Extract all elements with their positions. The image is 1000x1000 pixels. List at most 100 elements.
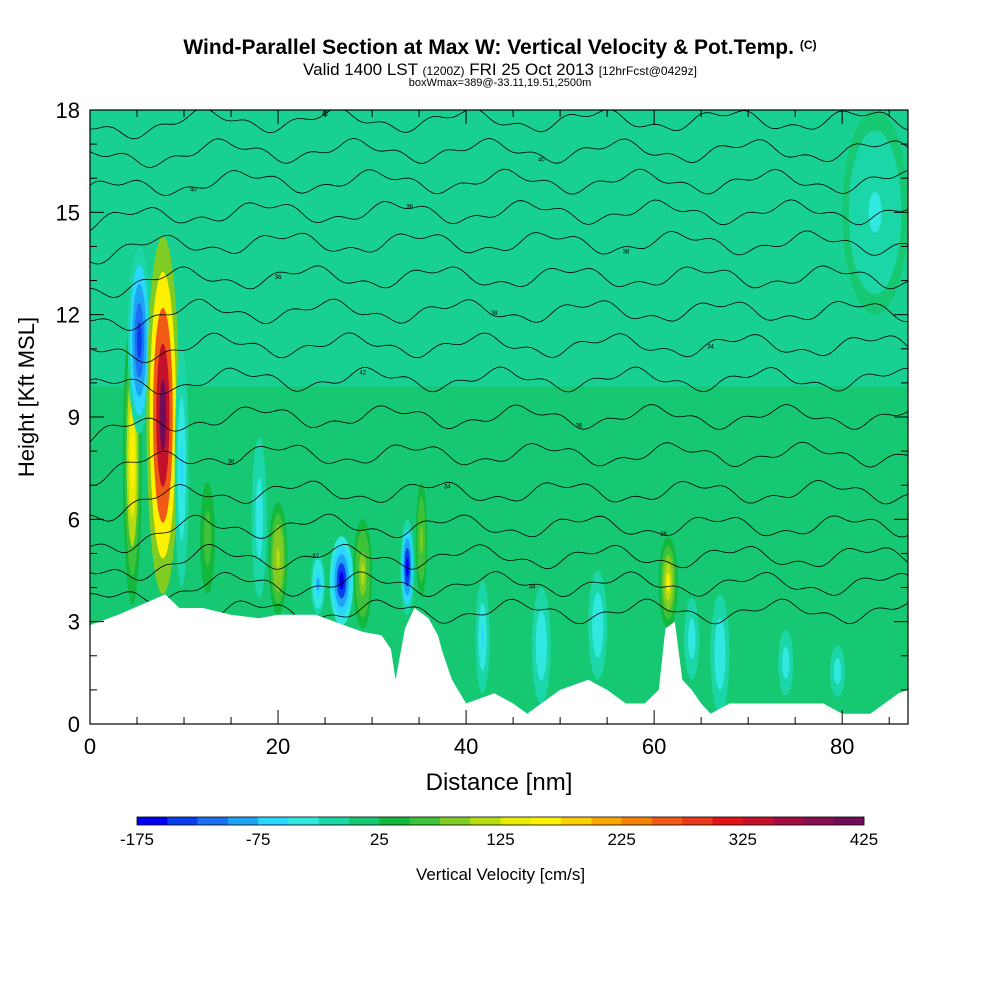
theta-contour bbox=[90, 168, 908, 197]
theta-contour bbox=[90, 265, 908, 299]
colorbar-swatch bbox=[651, 817, 683, 825]
velocity-cell bbox=[276, 547, 280, 570]
velocity-cell bbox=[205, 524, 210, 553]
y-tick-label: 0 bbox=[68, 712, 80, 737]
colorbar-swatch bbox=[197, 817, 229, 825]
colorbar-swatch bbox=[349, 817, 380, 825]
colorbar-tick-label: 125 bbox=[486, 830, 514, 849]
colorbar-swatch bbox=[530, 817, 562, 825]
velocity-cell bbox=[360, 562, 365, 585]
y-tick-label: 9 bbox=[68, 405, 80, 430]
theta-contour bbox=[90, 332, 908, 364]
velocity-cell bbox=[420, 525, 423, 555]
colorbar-swatch bbox=[258, 817, 289, 825]
velocity-cell bbox=[481, 625, 484, 649]
terrain bbox=[90, 594, 908, 724]
velocity-cell bbox=[180, 444, 184, 493]
velocity-cell bbox=[783, 654, 788, 671]
y-axis-label: Height [Kft MSL] bbox=[14, 317, 39, 477]
theta-contour-label: 36 bbox=[406, 204, 413, 210]
velocity-cell bbox=[316, 578, 320, 591]
colorbar-swatch bbox=[137, 817, 168, 825]
plot-area: 36343236343836423438363836404042 bbox=[90, 110, 908, 724]
chart-title-text: Wind-Parallel Section at Max W: Vertical… bbox=[183, 36, 794, 59]
theta-contour bbox=[90, 598, 908, 633]
velocity-cell bbox=[159, 379, 167, 452]
velocity-cell bbox=[257, 497, 262, 538]
colorbar-tick-label: 225 bbox=[607, 830, 635, 849]
x-tick-label: 40 bbox=[454, 734, 478, 759]
colorbar-swatch bbox=[712, 817, 744, 825]
velocity-cell bbox=[405, 557, 409, 577]
colorbar-swatch bbox=[167, 817, 198, 825]
y-tick-label: 15 bbox=[56, 200, 80, 225]
velocity-cell bbox=[339, 571, 344, 590]
theta-contour-label: 32 bbox=[312, 554, 319, 560]
velocity-cell bbox=[718, 642, 722, 667]
chart-subtitle-box: boxWmax=389@-33.11,19.51,2500m bbox=[408, 77, 592, 89]
theta-contour bbox=[90, 543, 908, 581]
y-tick-label: 6 bbox=[68, 507, 80, 532]
theta-contour bbox=[90, 571, 908, 605]
velocity-cell bbox=[130, 430, 135, 489]
colorbar-swatch bbox=[379, 817, 410, 825]
theta-contour bbox=[90, 298, 908, 331]
x-tick-label: 0 bbox=[84, 734, 96, 759]
colorbar-tick-label: -75 bbox=[246, 830, 271, 849]
colorbar-tick-label: 25 bbox=[370, 830, 389, 849]
colorbar-swatch bbox=[773, 817, 804, 825]
colorbar-swatch bbox=[803, 817, 835, 825]
velocity-cell bbox=[539, 633, 544, 658]
colorbar-swatch bbox=[742, 817, 774, 825]
velocity-cell bbox=[595, 614, 600, 636]
velocity-field-upper bbox=[90, 110, 908, 387]
theta-contour-label: 36 bbox=[275, 275, 282, 281]
theta-contour bbox=[90, 366, 908, 395]
y-tick-label: 3 bbox=[68, 610, 80, 635]
colorbar-frame bbox=[136, 816, 865, 826]
subtitle-forecast: [12hrFcst@0429z] bbox=[598, 64, 697, 78]
x-tick-label: 60 bbox=[642, 734, 666, 759]
theta-contour-label: 40 bbox=[190, 187, 197, 193]
theta-contour bbox=[90, 137, 908, 168]
theta-contour-label: 36 bbox=[660, 532, 667, 538]
colorbar-swatch bbox=[561, 817, 592, 825]
colorbar-swatch bbox=[227, 817, 259, 825]
theta-contour bbox=[90, 199, 908, 232]
theta-contour bbox=[90, 513, 908, 554]
colorbar-swatch bbox=[409, 817, 441, 825]
chart-title: Wind-Parallel Section at Max W: Vertical… bbox=[0, 36, 1000, 60]
colorbar-swatch bbox=[470, 817, 501, 825]
theta-contour-label: 34 bbox=[529, 584, 536, 590]
chart-subtitle: Valid 1400 LST (1200Z) FRI 25 Oct 2013 [… bbox=[0, 60, 1000, 80]
colorbar-swatch bbox=[682, 817, 713, 825]
theta-contour bbox=[90, 230, 908, 265]
y-tick-label: 18 bbox=[56, 98, 80, 123]
velocity-cell bbox=[666, 573, 671, 592]
theta-contour-label: 36 bbox=[576, 424, 583, 430]
theta-contour-label: 38 bbox=[228, 460, 235, 466]
colorbar-swatch bbox=[318, 817, 350, 825]
chart-title-suffix: (C) bbox=[799, 38, 817, 52]
colorbar-swatch bbox=[500, 817, 532, 825]
theta-contour bbox=[90, 441, 908, 486]
x-axis-label: Distance [nm] bbox=[426, 769, 573, 796]
theta-contour-label: 42 bbox=[359, 371, 366, 377]
colorbar-tick-label: 425 bbox=[850, 830, 878, 849]
colorbar: -175 -75 25 125 225 325 425 Vertical Velocity [… bbox=[120, 816, 878, 884]
x-tick-label: 20 bbox=[266, 734, 290, 759]
x-tick-label: 80 bbox=[830, 734, 854, 759]
subtitle-zulu: (1200Z) bbox=[422, 64, 465, 78]
colorbar-swatch bbox=[288, 817, 320, 825]
theta-contour-label: 38 bbox=[491, 311, 498, 317]
velocity-cell bbox=[689, 628, 694, 649]
velocity-cell bbox=[835, 664, 840, 678]
colorbar-label: Vertical Velocity [cm/s] bbox=[416, 865, 585, 884]
theta-contour-label: 38 bbox=[623, 249, 630, 255]
velocity-cell bbox=[137, 321, 142, 360]
colorbar-swatch bbox=[439, 817, 471, 825]
subtitle-valid: Valid 1400 LST bbox=[303, 60, 418, 79]
colorbar-swatch bbox=[833, 817, 865, 825]
y-tick-label: 12 bbox=[56, 303, 80, 328]
